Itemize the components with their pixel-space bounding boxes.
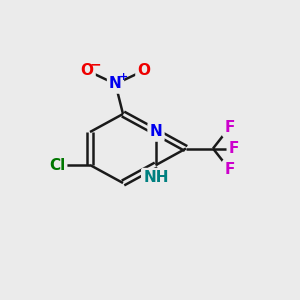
Text: N: N — [150, 124, 162, 140]
Text: F: F — [224, 120, 235, 135]
Text: −: − — [90, 57, 101, 71]
Text: O: O — [137, 63, 151, 78]
Text: F: F — [224, 162, 235, 177]
Text: +: + — [119, 71, 128, 82]
Text: F: F — [229, 141, 239, 156]
Text: Cl: Cl — [49, 158, 65, 172]
Text: NH: NH — [143, 170, 169, 185]
Text: N: N — [109, 76, 122, 92]
Text: O: O — [80, 63, 94, 78]
